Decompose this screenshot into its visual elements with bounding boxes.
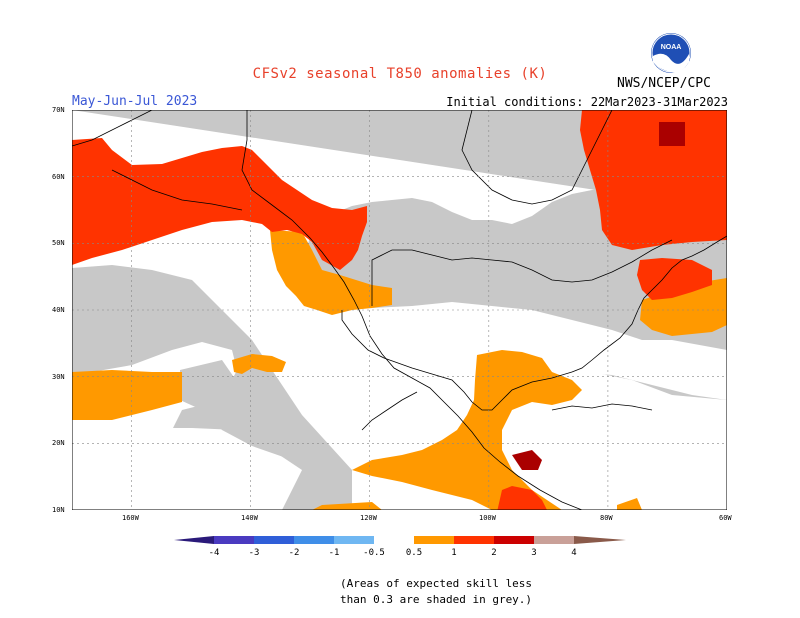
lat-label-50n: 50N (52, 239, 65, 247)
neutral-white-areas (307, 302, 727, 455)
lon-label-100w: 100W (479, 514, 496, 522)
lat-label-60n: 60N (52, 173, 65, 181)
skill-note-line-2: than 0.3 are shaded in grey.) (340, 593, 533, 606)
colorbar-bin-8 (494, 536, 534, 544)
svg-text:NOAA: NOAA (661, 44, 682, 51)
coastlines (72, 110, 727, 510)
lat-label-70n: 70N (52, 106, 65, 114)
lat-label-40n: 40N (52, 306, 65, 314)
graticule (72, 110, 727, 510)
colorbar-tick-label: 2 (491, 548, 496, 558)
initial-conditions: Initial conditions: 22Mar2023-31Mar2023 (446, 95, 728, 109)
colorbar-bin-3 (294, 536, 334, 544)
colorbar-tick-label: -1 (329, 548, 340, 558)
colorbar-bin-4 (334, 536, 374, 544)
colorbar-cap-high (574, 536, 626, 544)
color-legend: -4 -3 -2 -1 -0.5 0.5 1 2 3 4 (174, 536, 626, 558)
lon-label-120w: 120W (360, 514, 377, 522)
colorbar-bin-1 (214, 536, 254, 544)
lat-label-10n: 10N (52, 506, 65, 514)
agency-label: NWS/NCEP/CPC (617, 76, 711, 91)
forecast-period: May-Jun-Jul 2023 (72, 94, 198, 109)
colorbar-cap-low (174, 536, 214, 544)
colorbar-tick-label: -4 (209, 548, 220, 558)
colorbar-tick-label: 4 (571, 548, 576, 558)
colorbar-tick-label: -2 (289, 548, 300, 558)
anomaly-1-2 (72, 110, 727, 510)
colorbar-tick-label: 3 (531, 548, 536, 558)
map-title: CFSv2 seasonal T850 anomalies (K) (252, 66, 548, 82)
lon-label-80w: 80W (600, 514, 613, 522)
colorbar-bin-2 (254, 536, 294, 544)
colorbar-bin-6 (414, 536, 454, 544)
colorbar-tick-label: 0.5 (406, 548, 422, 558)
noaa-logo: NOAA (651, 33, 691, 73)
lon-label-160w: 160W (122, 514, 139, 522)
colorbar-bin-5 (374, 536, 414, 544)
anomaly-2-3 (512, 122, 685, 470)
anomaly-0.5-1 (72, 230, 727, 510)
colorbar-tick-label: -3 (249, 548, 260, 558)
skill-note: (Areas of expected skill less than 0.3 a… (340, 576, 532, 608)
anomaly-map (72, 110, 727, 510)
colorbar-tick-label: 1 (451, 548, 456, 558)
lon-label-140w: 140W (241, 514, 258, 522)
colorbar-tick-label: -0.5 (363, 548, 385, 558)
lat-label-30n: 30N (52, 373, 65, 381)
colorbar-bin-9 (534, 536, 574, 544)
skill-note-line-1: (Areas of expected skill less (340, 577, 533, 590)
lon-label-60w: 60W (719, 514, 732, 522)
colorbar-bin-7 (454, 536, 494, 544)
lat-label-20n: 20N (52, 439, 65, 447)
